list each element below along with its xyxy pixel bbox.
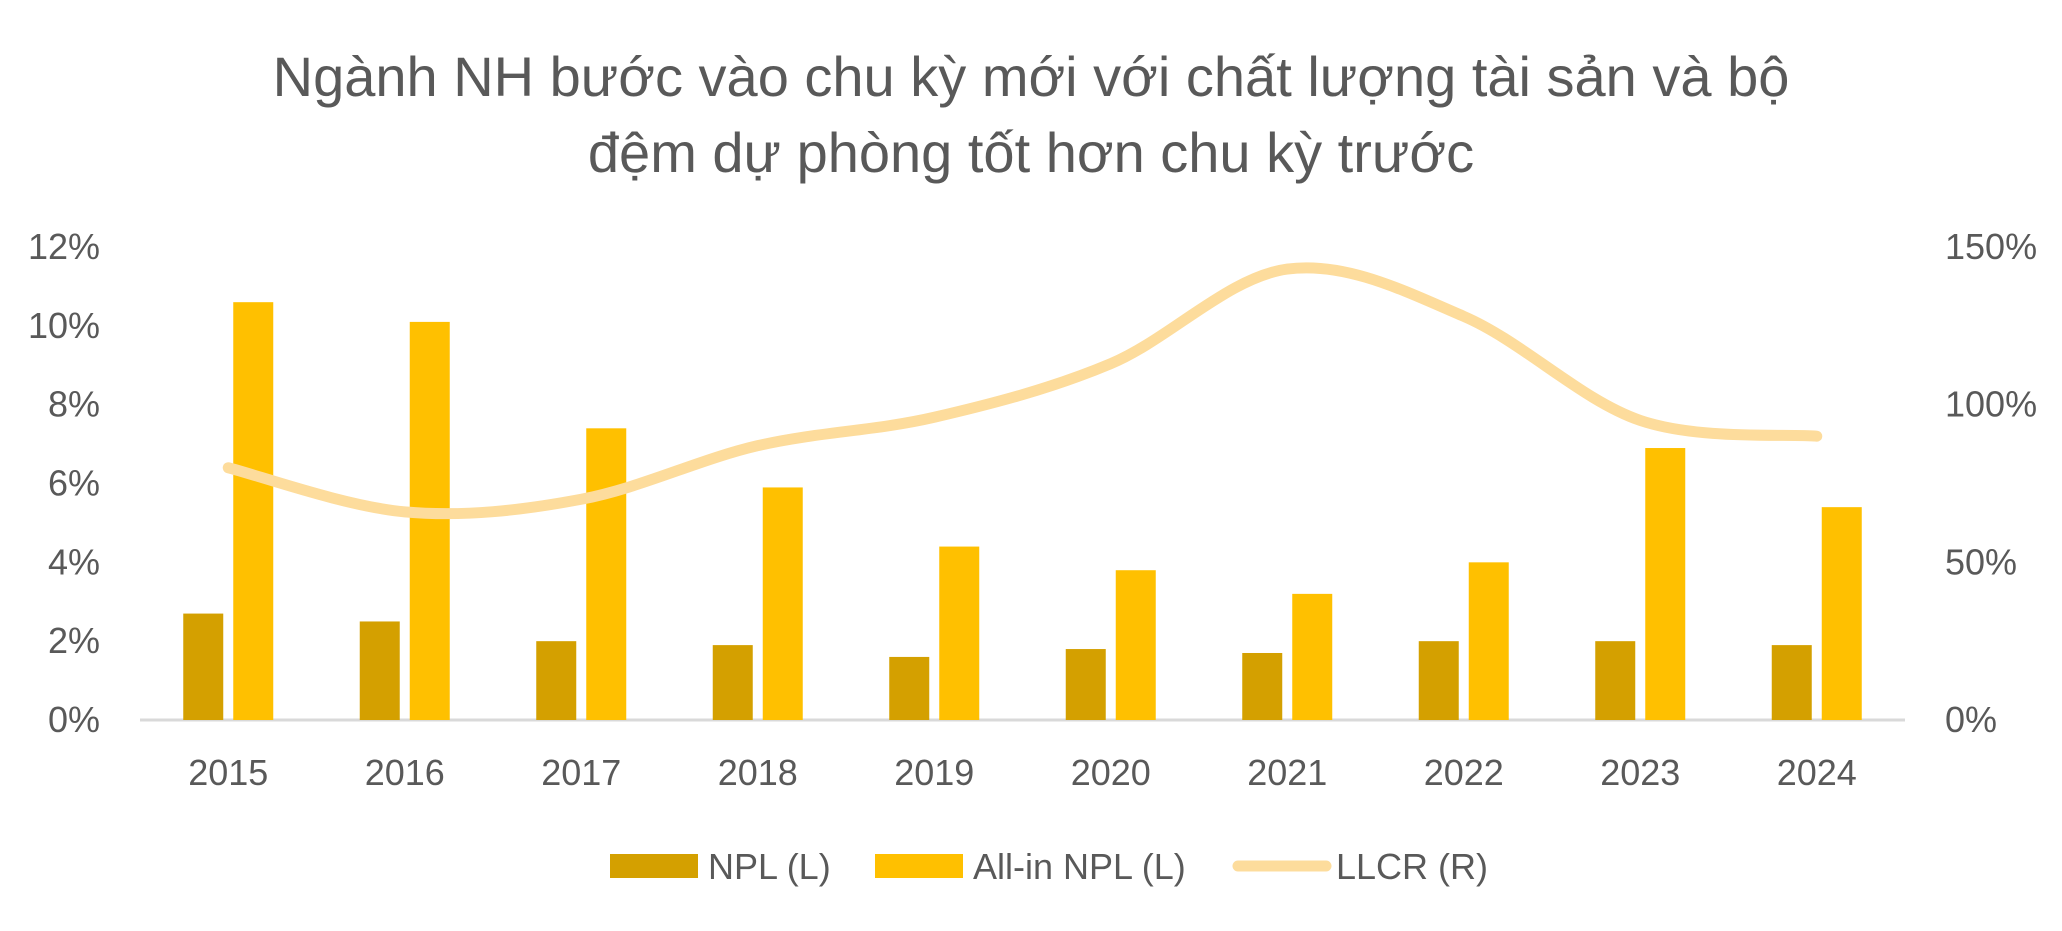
y-right-tick-label: 150% [1945,226,2037,267]
bar-all-in-npl [1468,562,1509,720]
y-right-tick-label: 0% [1945,699,1997,740]
x-tick-label: 2015 [188,752,268,793]
legend-label: All-in NPL (L) [973,846,1186,887]
x-tick-label: 2022 [1424,752,1504,793]
y-axis-right: 0% 50% 100% 150% [1945,226,2037,740]
bar-npl [359,621,400,720]
chart-title-line-1: Ngành NH bước vào chu kỳ mới với chất lư… [273,45,1790,108]
bar-npl [1771,645,1812,720]
y-left-tick-label: 4% [48,541,100,582]
bar-all-in-npl [1292,593,1333,720]
x-tick-label: 2016 [365,752,445,793]
bar-all-in-npl [233,302,274,720]
legend: NPL (L) All-in NPL (L) LLCR (R) [610,846,1488,887]
y-left-tick-label: 6% [48,463,100,504]
bar-all-in-npl [409,321,450,720]
y-left-tick-label: 0% [48,699,100,740]
x-axis: 2015 2016 2017 2018 2019 2020 2021 2022 2023 2024 [188,752,1857,793]
legend-label: LLCR (R) [1336,846,1488,887]
bar-npl [183,613,224,720]
bar-npl [536,641,577,720]
x-tick-label: 2020 [1071,752,1151,793]
legend-label: NPL (L) [708,846,831,887]
bar-npl [1418,641,1459,720]
x-tick-label: 2024 [1777,752,1857,793]
x-tick-label: 2018 [718,752,798,793]
bar-all-in-npl [939,546,980,720]
bar-npl [1595,641,1636,720]
x-tick-label: 2023 [1600,752,1680,793]
bar-npl [1065,649,1106,720]
legend-swatch-all-in-npl [875,854,963,878]
x-tick-label: 2021 [1247,752,1327,793]
bar-all-in-npl [586,428,627,720]
y-right-tick-label: 50% [1945,541,2017,582]
y-right-tick-label: 100% [1945,384,2037,425]
bar-series-group [183,302,1862,720]
x-tick-label: 2017 [541,752,621,793]
bar-npl [889,656,930,720]
bar-all-in-npl [1821,507,1862,720]
legend-swatch-npl [610,854,698,878]
bar-all-in-npl [1115,570,1156,720]
y-axis-left: 0% 2% 4% 6% 8% 10% 12% [28,226,100,740]
llcr-line [222,262,1823,520]
bar-npl [712,645,753,720]
y-left-tick-label: 10% [28,305,100,346]
bar-all-in-npl [762,487,803,720]
chart-title: Ngành NH bước vào chu kỳ mới với chất lư… [273,45,1790,184]
bar-all-in-npl [1645,448,1686,720]
y-left-tick-label: 8% [48,384,100,425]
y-left-tick-label: 12% [28,226,100,267]
chart-title-line-2: đệm dự phòng tốt hơn chu kỳ trước [588,121,1474,184]
bar-npl [1242,652,1283,720]
x-tick-label: 2019 [894,752,974,793]
y-left-tick-label: 2% [48,620,100,661]
